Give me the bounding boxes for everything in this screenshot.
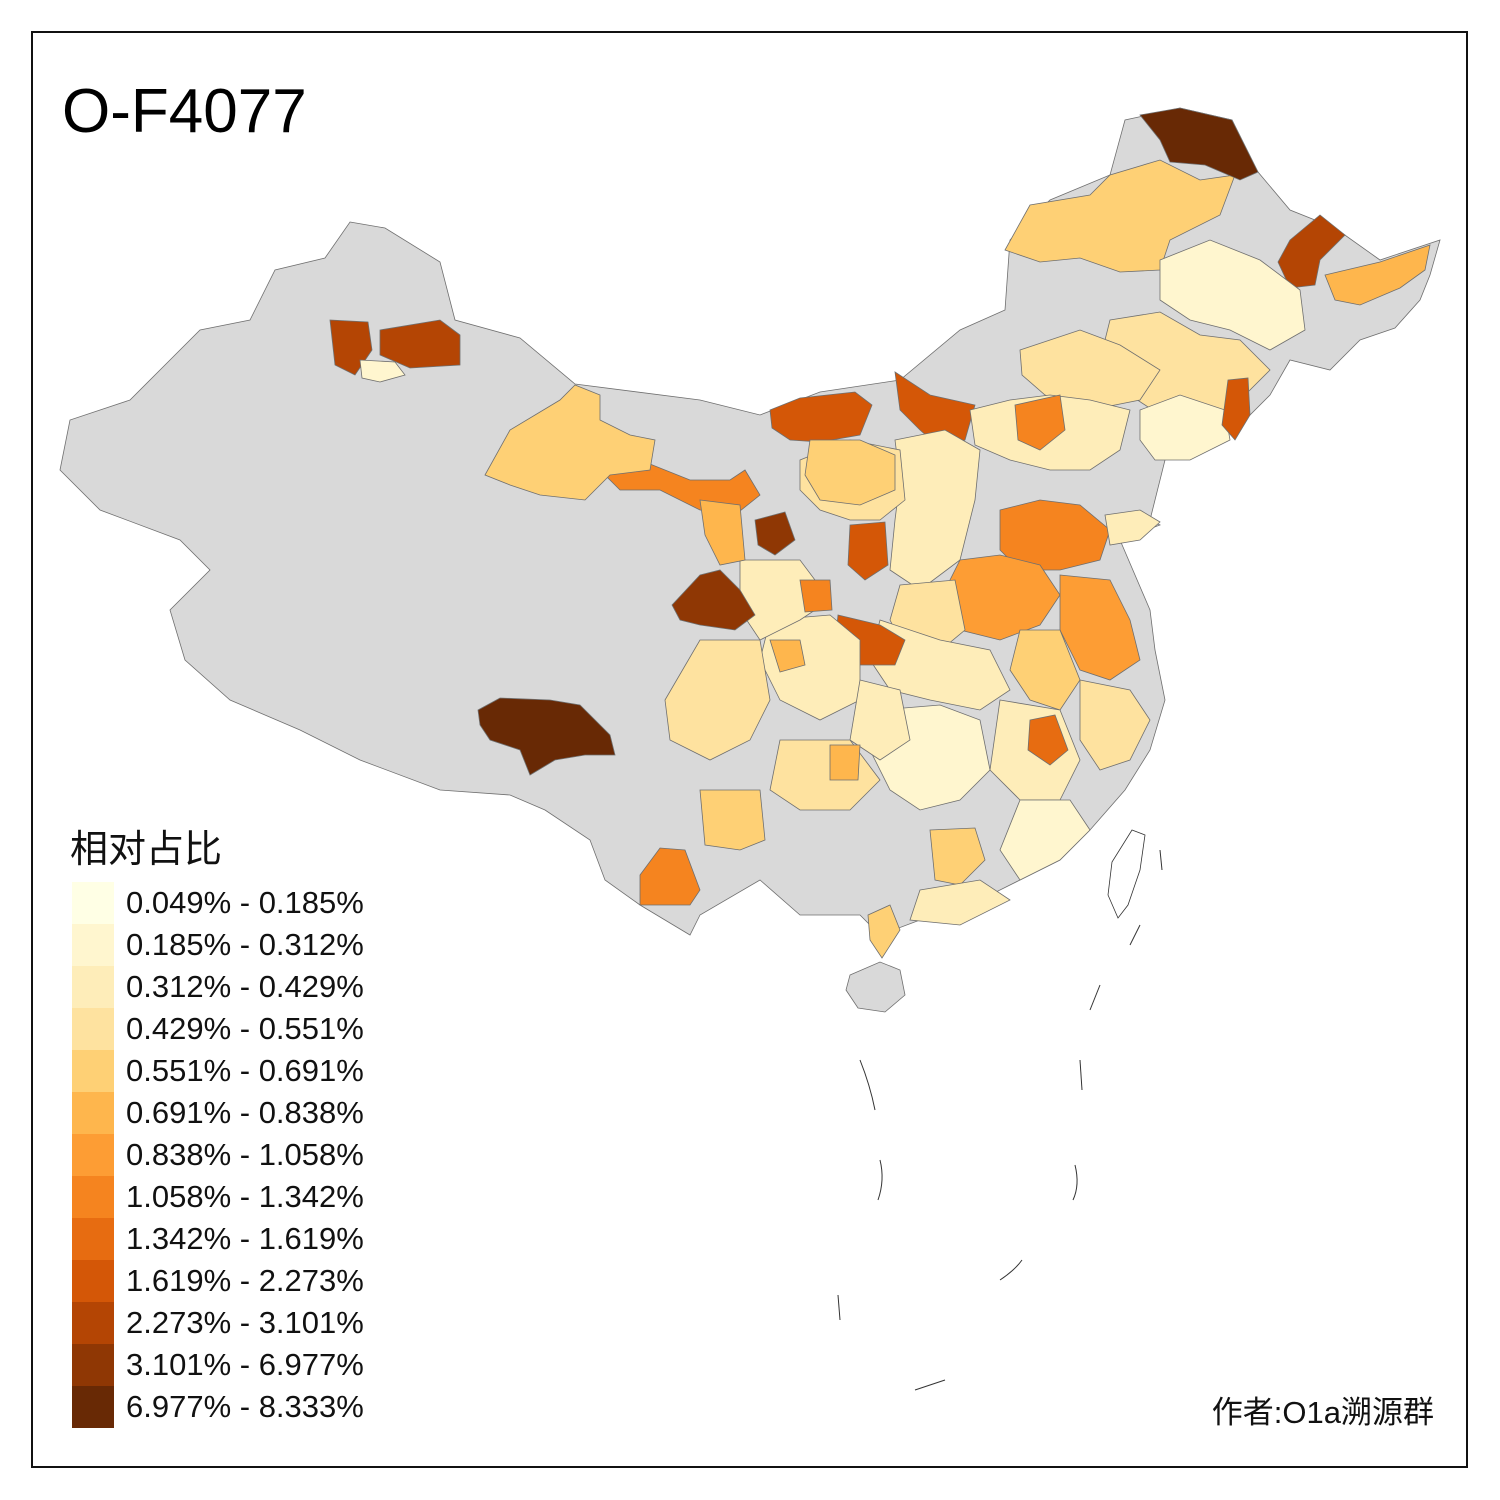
author-credit: 作者:O1a溯源群	[1211, 1395, 1434, 1430]
region-guizhou-orange	[829, 744, 861, 781]
region-liaoning	[1139, 394, 1231, 461]
legend-swatch	[72, 1176, 114, 1218]
legend-swatch	[72, 1218, 114, 1260]
region-chongqing	[849, 679, 911, 761]
legend-label: 0.551% - 0.691%	[126, 1053, 364, 1088]
legend-label: 0.185% - 0.312%	[126, 927, 364, 962]
legend-swatch	[72, 924, 114, 966]
legend-swatch	[72, 1302, 114, 1344]
region-sichuan-west	[664, 639, 771, 761]
region-yunnan-north	[699, 789, 766, 851]
legend-label: 1.342% - 1.619%	[126, 1221, 364, 1256]
region-heilongjiang-fareast	[1324, 244, 1431, 306]
legend-swatch	[72, 1260, 114, 1302]
map-frame	[31, 31, 1468, 1468]
legend-swatch	[72, 1344, 114, 1386]
region-guangdong	[909, 879, 1011, 926]
data-regions	[329, 107, 1431, 959]
region-hebei-tianjin	[1014, 394, 1066, 451]
region-far-north	[1139, 107, 1259, 181]
region-hubei	[869, 619, 1011, 711]
region-jiangsu	[1059, 574, 1141, 681]
region-xinjiang-east	[484, 384, 656, 501]
region-gansu-orange	[799, 579, 833, 613]
region-heilongjiang-east	[1277, 214, 1346, 289]
legend-swatch	[72, 1008, 114, 1050]
region-innermongolia-east	[1019, 329, 1161, 411]
region-yunnan-south	[639, 847, 701, 906]
region-sichuan-orange	[769, 639, 806, 673]
legend-label: 1.058% - 1.342%	[126, 1179, 364, 1214]
region-xinjiang-north-c	[359, 359, 406, 383]
legend-swatch	[72, 1386, 114, 1428]
region-tibet-west	[477, 697, 616, 776]
region-shaanxi-center	[847, 521, 889, 581]
region-innermongolia-center-b	[804, 439, 896, 506]
legend-label: 2.273% - 3.101%	[126, 1305, 364, 1340]
region-fujian	[999, 799, 1091, 881]
legend-label: 1.619% - 2.273%	[126, 1263, 364, 1298]
legend-label: 3.101% - 6.977%	[126, 1347, 364, 1382]
region-gansu-hexi	[594, 459, 761, 516]
region-xinjiang-north-b	[379, 319, 461, 369]
south-sea-islands	[837, 849, 1163, 1391]
taiwan-island	[1107, 829, 1146, 919]
region-zhejiang	[1079, 679, 1151, 771]
legend-label: 0.049% - 0.185%	[126, 885, 364, 920]
legend-swatch	[72, 1092, 114, 1134]
legend-label: 6.977% - 8.333%	[126, 1389, 364, 1424]
legend-label: 0.312% - 0.429%	[126, 969, 364, 1004]
legend-swatch	[72, 1134, 114, 1176]
map-title: O-F4077	[62, 77, 307, 146]
region-liaoning-east	[1221, 377, 1251, 441]
legend-label: 0.691% - 0.838%	[126, 1095, 364, 1130]
region-qinghai-east	[671, 569, 756, 631]
region-northeast-large	[1004, 159, 1236, 273]
region-hunan-south	[929, 827, 986, 886]
legend-title: 相对占比	[70, 829, 223, 871]
region-guangdong-coast	[867, 904, 901, 959]
legend-swatch	[72, 1050, 114, 1092]
region-innermongolia-west	[769, 391, 873, 443]
legend-swatch	[72, 966, 114, 1008]
hainan-island	[845, 961, 906, 1013]
legend-label: 0.429% - 0.551%	[126, 1011, 364, 1046]
legend-label: 0.838% - 1.058%	[126, 1137, 364, 1172]
region-gansu-hexi-light	[699, 499, 746, 566]
region-shandong-east	[1104, 509, 1161, 546]
region-jilin	[1159, 239, 1306, 351]
region-ningxia	[754, 511, 796, 556]
region-jiangxi-orange	[1027, 714, 1069, 766]
legend-swatch	[72, 882, 114, 924]
